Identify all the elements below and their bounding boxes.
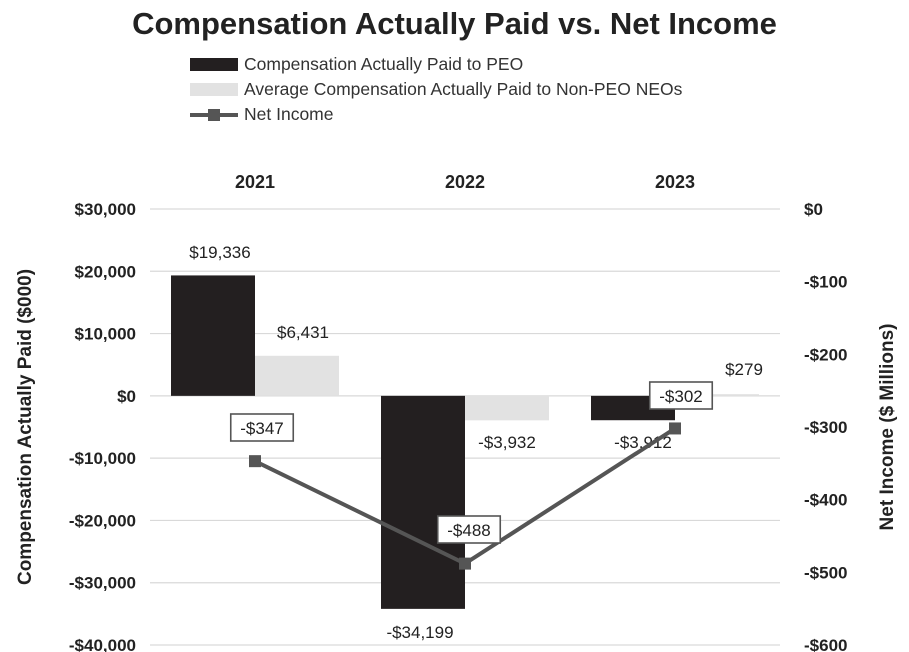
data-label-net-income: -$302 [659, 387, 702, 406]
data-label-non-peo: -$3,932 [478, 433, 536, 452]
y-tick-label: -$30,000 [69, 574, 136, 593]
data-label-box-net-income [229, 413, 295, 442]
bar-non-peo [465, 395, 549, 421]
y2-tick-label: $0 [804, 200, 823, 219]
legend-swatch-non-peo [190, 83, 238, 96]
y-tick-label: -$20,000 [69, 511, 136, 530]
bar-peo [381, 395, 465, 609]
y2-tick-label: -$300 [804, 418, 847, 437]
legend-item-peo: Compensation Actually Paid to PEO [190, 52, 682, 77]
legend-label-peo: Compensation Actually Paid to PEO [244, 54, 524, 74]
y2-tick-label: -$400 [804, 491, 847, 510]
bar-peo [171, 275, 255, 396]
legend-swatch-net-income [190, 108, 238, 122]
bar-non-peo [255, 355, 339, 396]
y2-axis-title: Net Income ($ Millions) [877, 324, 898, 531]
data-label-non-peo: $6,431 [277, 323, 329, 342]
marker-net-income [249, 455, 261, 468]
y-axis-title: Compensation Actually Paid ($000) [15, 269, 36, 585]
marker-net-income [669, 422, 681, 435]
category-label: 2023 [655, 172, 695, 192]
data-label-peo: -$34,199 [386, 623, 453, 642]
y2-tick-label: -$100 [804, 273, 847, 292]
data-label-box-net-income [648, 381, 714, 410]
y-tick-label: -$40,000 [69, 636, 136, 652]
y-tick-label: $30,000 [75, 200, 136, 219]
data-label-net-income: -$347 [240, 419, 283, 438]
marker-net-income [459, 557, 471, 570]
legend-swatch-peo [190, 58, 238, 71]
data-label-non-peo: $279 [725, 360, 763, 379]
y-tick-label: -$10,000 [69, 449, 136, 468]
bar-non-peo [675, 394, 759, 396]
y-tick-label: $10,000 [75, 325, 136, 344]
legend-item-net-income: Net Income [190, 102, 682, 127]
legend-label-non-peo: Average Compensation Actually Paid to No… [244, 79, 683, 99]
legend-item-non-peo: Average Compensation Actually Paid to No… [190, 77, 682, 102]
y-tick-label: $20,000 [75, 262, 136, 281]
category-label: 2022 [445, 172, 485, 192]
data-label-box-net-income [436, 515, 502, 544]
legend-label-net-income: Net Income [244, 104, 334, 124]
y2-tick-label: -$200 [804, 345, 847, 364]
data-label-peo: $19,336 [189, 243, 250, 262]
data-label-net-income: -$488 [447, 521, 490, 540]
chart-title: Compensation Actually Paid vs. Net Incom… [132, 6, 777, 41]
legend: Compensation Actually Paid to PEO Averag… [190, 52, 682, 127]
y-tick-label: $0 [117, 387, 136, 406]
y2-tick-label: -$600 [804, 636, 847, 652]
y2-tick-label: -$500 [804, 563, 847, 582]
category-label: 2021 [235, 172, 275, 192]
